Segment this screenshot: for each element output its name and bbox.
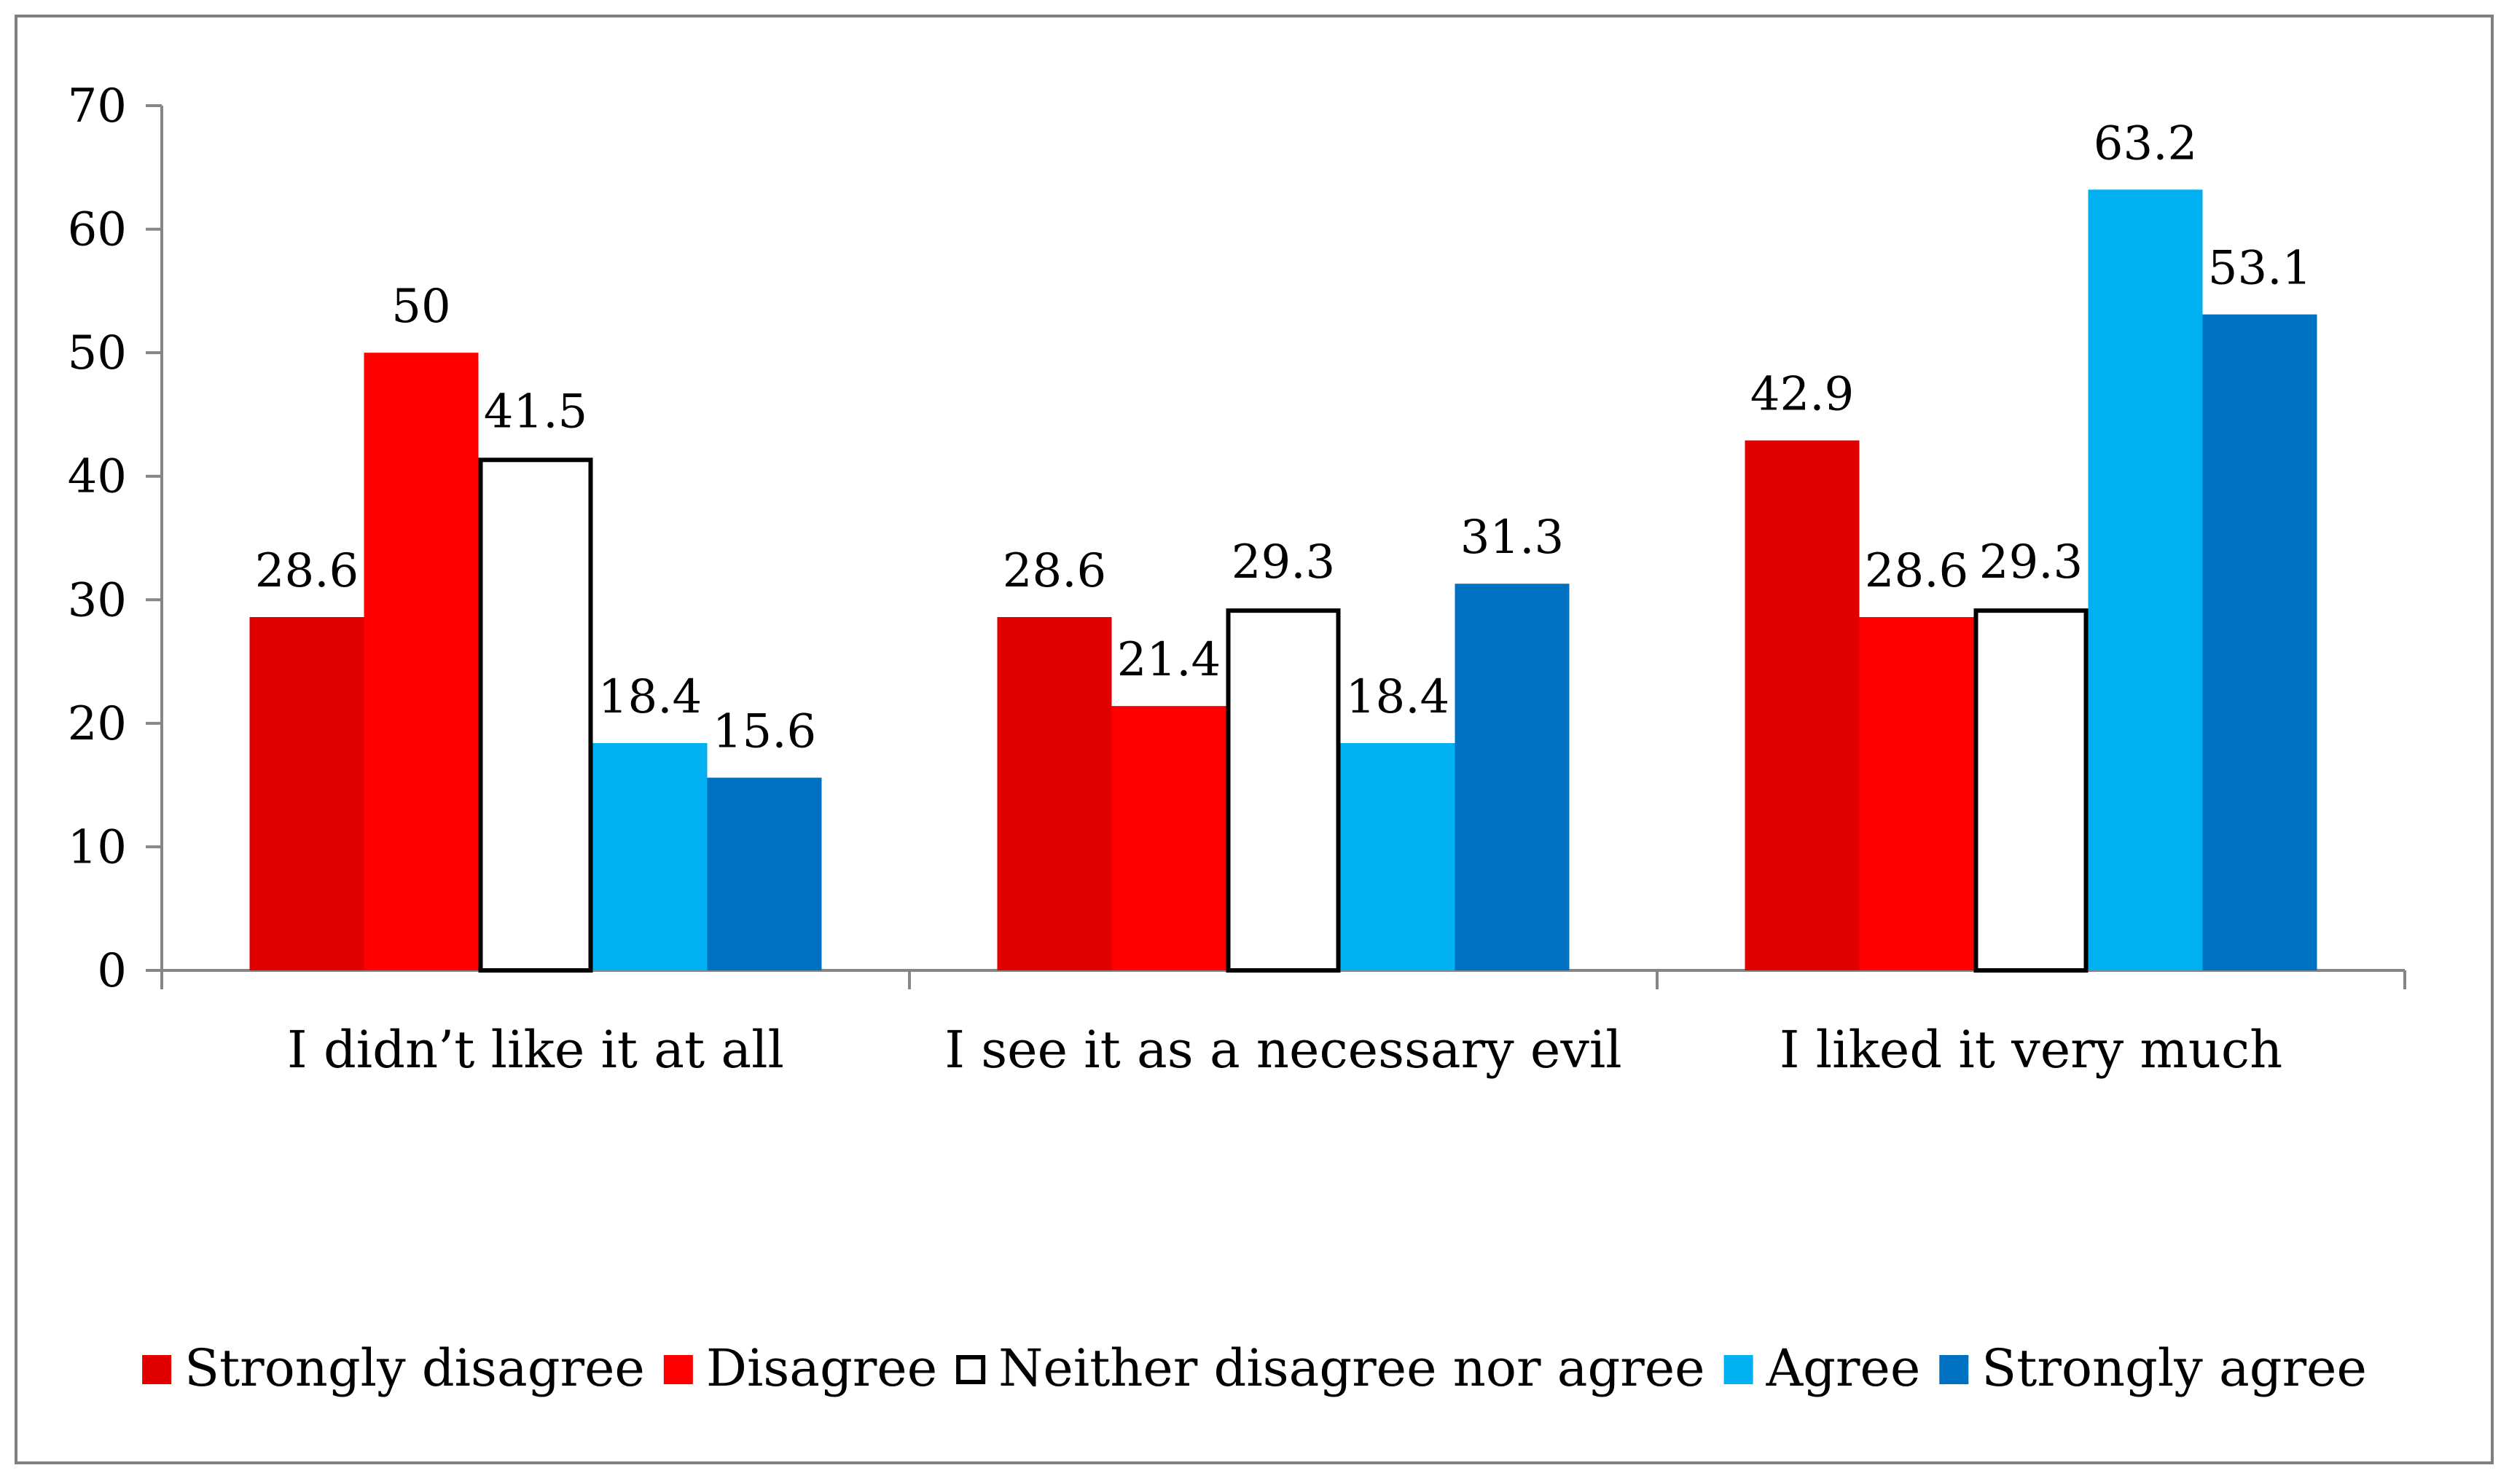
data-label: 29.3 bbox=[1979, 535, 2083, 589]
data-label: 15.6 bbox=[713, 704, 817, 758]
bar bbox=[478, 458, 593, 973]
bar bbox=[1111, 706, 1226, 970]
legend-label: Disagree bbox=[706, 1338, 937, 1398]
data-label: 41.5 bbox=[484, 385, 588, 439]
data-labels: 28.65041.518.415.628.621.429.318.431.342… bbox=[255, 117, 2312, 758]
data-label: 53.1 bbox=[2208, 242, 2312, 296]
data-label: 28.6 bbox=[1865, 544, 1969, 598]
bar bbox=[1340, 742, 1455, 970]
category-label: I liked it very much bbox=[1780, 1020, 2282, 1080]
bar bbox=[997, 617, 1112, 970]
y-tick-label: 70 bbox=[68, 79, 127, 133]
legend: Strongly disagree Disagree Neither disagre… bbox=[142, 1338, 2367, 1398]
legend-label: Strongly disagree bbox=[184, 1338, 645, 1398]
y-tick-label: 40 bbox=[68, 450, 127, 504]
legend-swatch bbox=[1939, 1355, 1969, 1384]
bar bbox=[707, 777, 822, 970]
bar bbox=[1745, 440, 1860, 970]
bar bbox=[592, 742, 708, 970]
bar bbox=[249, 617, 364, 970]
data-label: 31.3 bbox=[1460, 511, 1565, 565]
legend-swatch bbox=[663, 1355, 693, 1384]
bar bbox=[2202, 314, 2317, 971]
data-label: 18.4 bbox=[1346, 670, 1450, 724]
y-tick-label: 60 bbox=[68, 203, 127, 257]
bar bbox=[364, 353, 479, 971]
legend-swatch bbox=[1723, 1355, 1753, 1384]
legend-label: Strongly agree bbox=[1981, 1338, 2367, 1398]
legend-label: Neither disagree nor agree bbox=[998, 1338, 1704, 1398]
legend-swatch bbox=[956, 1355, 986, 1384]
y-tick-label: 50 bbox=[68, 326, 127, 380]
axes: 0 10 20 30 40 50 60 70 I didn’t like it at all I … bbox=[68, 79, 2406, 1080]
y-tick-label: 0 bbox=[97, 944, 127, 998]
legend-label: Agree bbox=[1766, 1338, 1921, 1398]
bar bbox=[1973, 608, 2089, 973]
data-label: 63.2 bbox=[2094, 117, 2198, 170]
category-label: I see it as a necessary evil bbox=[944, 1020, 1621, 1080]
bars bbox=[249, 189, 2317, 973]
category-label: I didn’t like it at all bbox=[287, 1020, 784, 1080]
y-tick-label: 10 bbox=[68, 820, 127, 874]
data-label: 29.3 bbox=[1232, 535, 1336, 589]
bar bbox=[1455, 584, 1570, 970]
data-label: 21.4 bbox=[1117, 633, 1221, 687]
legend-swatch bbox=[142, 1355, 172, 1384]
bar bbox=[1226, 608, 1341, 973]
data-label: 28.6 bbox=[255, 544, 359, 598]
bar bbox=[2088, 189, 2203, 970]
y-tick-label: 30 bbox=[68, 573, 127, 627]
data-label: 42.9 bbox=[1750, 368, 1855, 422]
data-label: 50 bbox=[391, 280, 450, 334]
data-label: 28.6 bbox=[1003, 544, 1107, 598]
y-tick-label: 20 bbox=[68, 697, 127, 751]
data-label: 18.4 bbox=[598, 670, 702, 724]
bar bbox=[1859, 617, 1974, 970]
